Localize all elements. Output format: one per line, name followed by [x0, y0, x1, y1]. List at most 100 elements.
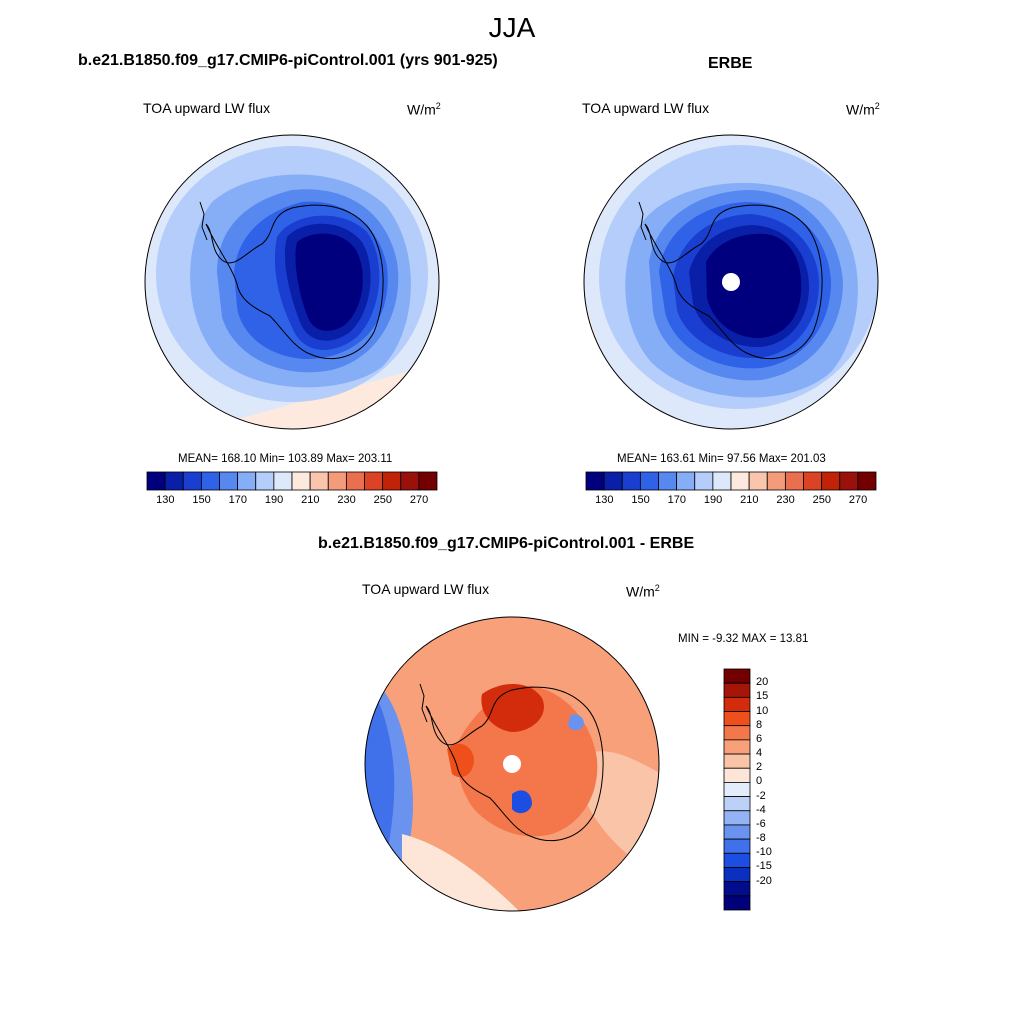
model-colorbar-swatch — [345, 471, 365, 491]
diff-colorbar-swatch — [723, 796, 751, 812]
obs-colorbar-swatch — [676, 471, 696, 491]
obs-colorbar-swatch — [730, 471, 750, 491]
model-colorbar-tick-label: 230 — [337, 494, 356, 506]
diff-field-max-positive — [481, 683, 544, 732]
model-colorbar-swatch — [255, 471, 275, 491]
diff-field-peninsula-positive — [447, 743, 474, 778]
model-colorbar-swatch — [273, 471, 293, 491]
model-colorbar-swatch — [327, 471, 347, 491]
model-stats: MEAN= 168.10 Min= 103.89 Max= 203.11 — [178, 453, 393, 465]
diff-colorbar-swatch — [723, 852, 751, 868]
obs-south-america-coastline — [638, 201, 647, 241]
model-field-below-110 — [295, 233, 363, 331]
obs-colorbar-swatch — [639, 471, 659, 491]
model-colorbar-swatch — [146, 471, 166, 491]
diff-colorbar-tick-label: 10 — [756, 704, 769, 717]
obs-colorbar-swatch — [766, 471, 786, 491]
model-map-boundary — [144, 134, 440, 430]
model-colorbar-tick-label: 130 — [156, 494, 175, 506]
diff-colorbar-tick-label: 0 — [756, 775, 763, 788]
model-colorbar-swatch — [364, 471, 384, 491]
obs-colorbar-ticks: 130 150 170 190 210 230 250 270 — [586, 494, 876, 508]
figure-title: JJA — [488, 12, 536, 43]
diff-polar-data-hole — [503, 755, 521, 773]
diff-units-label: W/m2 — [626, 583, 660, 600]
model-antarctica-coastline — [205, 204, 384, 360]
model-colorbar-tick-label: 210 — [301, 494, 320, 506]
obs-colorbar-swatch — [857, 471, 877, 491]
obs-colorbar-tick-label: 130 — [595, 494, 614, 506]
diff-colorbar-swatch — [723, 867, 751, 883]
diff-colorbar-swatch — [723, 668, 751, 684]
diff-colorbar-swatch — [723, 881, 751, 897]
obs-colorbar-tick-label: 250 — [812, 494, 831, 506]
model-colorbar-tick-label: 250 — [373, 494, 392, 506]
obs-map-boundary — [583, 134, 879, 430]
diff-colorbar-tick-label: 15 — [756, 690, 769, 703]
obs-colorbar-swatch — [803, 471, 823, 491]
obs-colorbar-tick-label: 150 — [631, 494, 650, 506]
diff-colorbar-swatch — [723, 824, 751, 840]
obs-panel-title: ERBE — [708, 55, 753, 72]
model-colorbar-swatch — [382, 471, 402, 491]
diff-colorbar-ticks: 20 15 10 8 6 4 2 0 -2 -4 -6 -8 -10 -15 -20 — [756, 669, 796, 910]
obs-colorbar-tick-label: 270 — [848, 494, 868, 506]
diff-colorbar-tick-label: -20 — [756, 874, 772, 887]
diff-colorbar-swatch — [723, 682, 751, 698]
obs-colorbar-tick-label: 190 — [703, 494, 723, 506]
diff-colorbar-swatch — [723, 725, 751, 741]
obs-units-label: W/m2 — [846, 101, 880, 118]
diff-colorbar-swatch — [723, 739, 751, 755]
diff-colorbar-tick-label: -4 — [756, 803, 766, 816]
model-colorbar-swatch — [200, 471, 220, 491]
model-colorbar-tick-label: 170 — [228, 494, 247, 506]
diff-colorbar-swatch — [723, 782, 751, 797]
diff-colorbar-swatch — [723, 711, 751, 727]
diff-colorbar-tick-label: -8 — [756, 832, 766, 845]
model-colorbar-swatch — [237, 471, 257, 491]
model-colorbar-swatch — [219, 471, 239, 491]
model-colorbar-ticks: 130 150 170 190 210 230 250 270 — [147, 494, 437, 508]
obs-colorbar-swatch — [821, 471, 841, 491]
diff-colorbar-tick-label: -2 — [756, 789, 766, 802]
diff-colorbar-tick-label: 2 — [756, 761, 763, 774]
diff-colorbar-tick-label: 4 — [756, 747, 763, 760]
diff-colorbar — [723, 668, 751, 911]
obs-colorbar-swatch — [585, 471, 605, 491]
obs-field-below-110 — [706, 233, 802, 338]
obs-colorbar-swatch — [658, 471, 678, 491]
diff-south-america-coastline — [419, 683, 428, 723]
diff-colorbar-tick-label: -15 — [756, 860, 772, 873]
obs-colorbar-tick-label: 210 — [740, 494, 759, 506]
obs-colorbar-swatch — [784, 471, 804, 491]
model-colorbar-tick-label: 190 — [264, 494, 284, 506]
diff-field-ross-negative — [512, 790, 532, 814]
obs-colorbar-swatch — [748, 471, 768, 491]
diff-colorbar-swatch — [723, 810, 751, 826]
diff-colorbar-tick-label: -6 — [756, 817, 766, 830]
model-colorbar-swatch — [400, 471, 420, 491]
model-units-label: W/m2 — [407, 101, 441, 118]
diff-colorbar-swatch — [723, 696, 751, 712]
diff-colorbar-tick-label: -10 — [756, 846, 772, 859]
model-colorbar-swatch — [164, 471, 184, 491]
model-colorbar-swatch — [418, 471, 438, 491]
obs-colorbar-tick-label: 230 — [776, 494, 795, 506]
model-colorbar-tick-label: 150 — [192, 494, 211, 506]
diff-field-east-antarctic-negative — [568, 714, 584, 731]
diff-colorbar-tick-label: 6 — [756, 732, 763, 745]
obs-colorbar-swatch — [712, 471, 732, 491]
diff-colorbar-swatch — [723, 895, 751, 911]
model-colorbar — [146, 471, 438, 491]
obs-colorbar-swatch — [603, 471, 623, 491]
obs-polar-data-hole — [722, 273, 740, 291]
diff-colorbar-swatch — [723, 767, 751, 783]
obs-colorbar-swatch — [621, 471, 641, 491]
model-polar-map — [144, 134, 440, 430]
diff-colorbar-tick-label: 20 — [756, 676, 769, 689]
diff-panel-title: b.e21.B1850.f09_g17.CMIP6-piControl.001 … — [318, 535, 695, 552]
obs-colorbar-tick-label: 170 — [667, 494, 686, 506]
model-colorbar-tick-label: 270 — [409, 494, 429, 506]
diff-colorbar-swatch — [723, 838, 751, 854]
model-colorbar-swatch — [291, 471, 311, 491]
